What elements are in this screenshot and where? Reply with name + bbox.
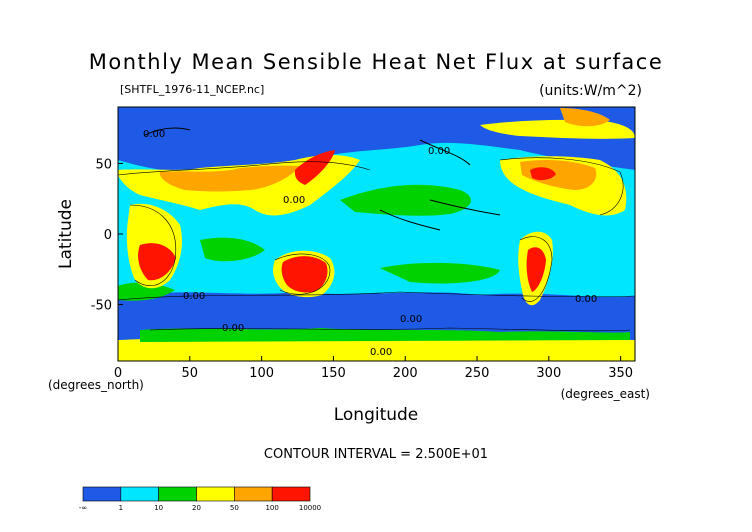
contour-label: 0.00: [428, 146, 450, 157]
chart-units: (units:W/m^2): [539, 83, 642, 99]
x-tick-label: 100: [249, 366, 274, 381]
south-pacific-green: [380, 262, 500, 284]
colorbar-swatch: [271, 486, 311, 502]
colorbar-swatch: [196, 486, 235, 502]
contour-label: 0.00: [370, 347, 392, 358]
antarctica-yellow: [118, 338, 635, 361]
y-tick-label: 50: [95, 157, 112, 172]
coastlines: [144, 127, 501, 231]
x-axis-unit-note: (degrees_east): [561, 387, 650, 401]
colorbar-tick-label: 1: [119, 504, 123, 512]
north-pacific-green: [340, 184, 471, 216]
y-tick-label: 0: [104, 228, 112, 243]
x-tick-label: 150: [321, 366, 346, 381]
contour-label: 0.00: [400, 314, 422, 325]
contour-labels: 0.00 0.00 0.00 0.00 0.00 0.00 0.00 0.00: [143, 129, 597, 358]
colorbar-tick-label: 10000: [299, 504, 321, 512]
x-tick-label: 200: [393, 366, 418, 381]
indian-ocean-green: [200, 237, 265, 262]
contour-label: 0.00: [575, 294, 597, 305]
x-axis-label: Longitude: [334, 405, 419, 425]
colorbar-tick-label: -∞: [79, 504, 87, 512]
x-tick-label: 300: [536, 366, 561, 381]
contour-label: 0.00: [183, 291, 205, 302]
greenland-orange: [560, 108, 610, 127]
colorbar-tick-label: 10: [154, 504, 163, 512]
x-axis-ticks: 0 50 100 150 200 250 300 350: [114, 356, 633, 381]
colorbar-swatch: [158, 486, 197, 502]
x-tick-label: 350: [608, 366, 633, 381]
y-axis-unit-note: (degrees_north): [48, 378, 144, 392]
colorbar-swatch: [120, 486, 159, 502]
x-tick-label: 50: [182, 366, 199, 381]
chart-source-file: [SHTFL_1976-11_NCEP.nc]: [120, 83, 264, 96]
colorbar: -∞ 1 10 20 50 100 10000: [79, 486, 321, 512]
south-atlantic-green: [118, 282, 175, 301]
colorbar-tick-label: 20: [192, 504, 201, 512]
y-axis-ticks: 50 0 -50: [91, 157, 123, 314]
north-america-red: [530, 167, 556, 181]
south-america-red: [526, 247, 546, 292]
africa-red: [138, 243, 176, 281]
contour-label: 0.00: [222, 323, 244, 334]
x-tick-label: 250: [465, 366, 490, 381]
colorbar-swatch: [234, 486, 273, 502]
contour-label: 0.00: [143, 129, 165, 140]
map-plot-area: [118, 107, 635, 361]
colorbar-tick-label: 100: [265, 504, 278, 512]
eurasia-orange: [160, 165, 300, 192]
australia-red: [281, 256, 328, 293]
contour-label: 0.00: [283, 195, 305, 206]
chart-title: Monthly Mean Sensible Heat Net Flux at s…: [89, 50, 664, 74]
siberia-red: [294, 150, 335, 185]
colorbar-tick-label: 50: [230, 504, 239, 512]
contour-lines: [118, 157, 635, 332]
contour-interval-note: CONTOUR INTERVAL = 2.500E+01: [264, 447, 488, 462]
y-tick-label: -50: [91, 299, 112, 314]
y-axis-label: Latitude: [56, 199, 76, 269]
antarctica-green: [140, 328, 630, 342]
x-tick-label: 0: [114, 366, 122, 381]
colorbar-swatch: [82, 486, 122, 502]
